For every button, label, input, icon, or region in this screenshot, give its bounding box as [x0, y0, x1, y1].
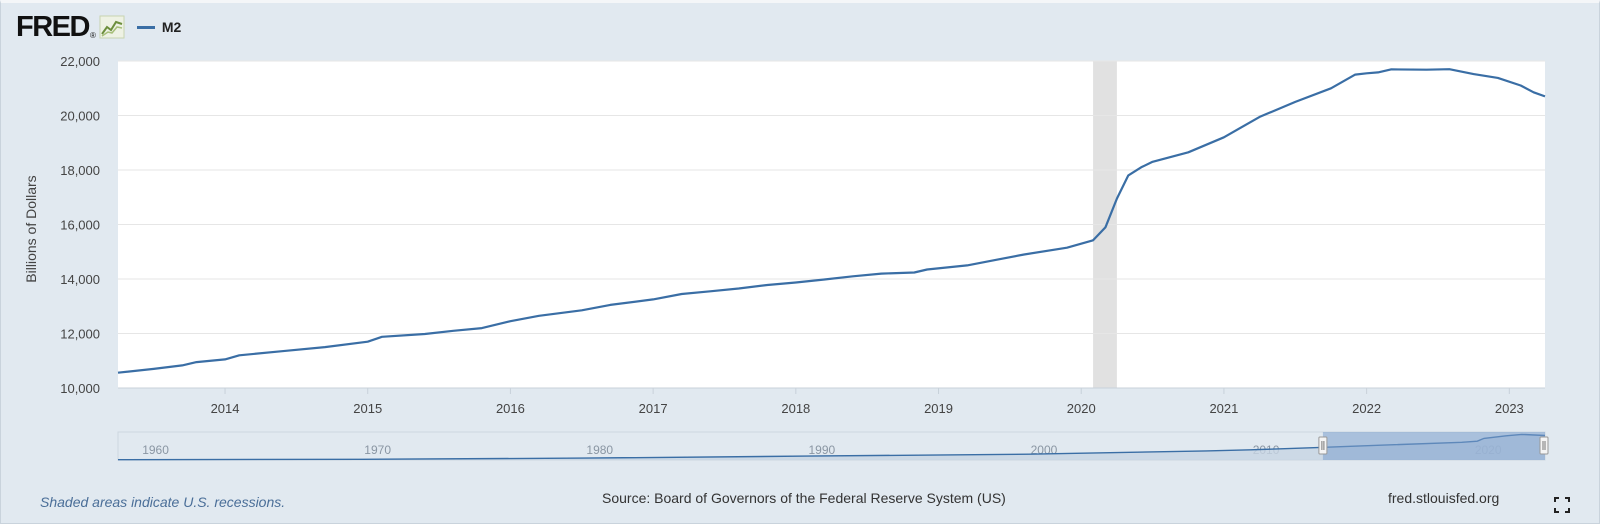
chart-header: FRED ® M2 — [16, 10, 181, 44]
fred-line-graph-icon — [99, 15, 125, 39]
site-link[interactable]: fred.stlouisfed.org — [1388, 490, 1500, 506]
legend-label-m2: M2 — [161, 19, 182, 35]
navigator-tick-label: 1970 — [364, 443, 391, 457]
x-tick-label: 2016 — [496, 401, 525, 416]
registered-mark: ® — [89, 31, 96, 40]
x-tick-label: 2020 — [1067, 401, 1096, 416]
recession-note: Shaded areas indicate U.S. recessions. — [40, 494, 286, 510]
x-tick-label: 2022 — [1352, 401, 1381, 416]
navigator-handle-right[interactable] — [1539, 436, 1549, 455]
y-tick-label: 14,000 — [60, 272, 100, 287]
m2-line-chart[interactable]: 10,000 12,000 14,000 16,000 18,000 20,000 22,0… — [0, 0, 1600, 480]
x-tick-label: 2017 — [639, 401, 668, 416]
y-tick-label: 20,000 — [60, 109, 100, 124]
x-tick-label: 2021 — [1209, 401, 1238, 416]
navigator-tick-label: 1960 — [142, 443, 169, 457]
x-tick-label: 2023 — [1495, 401, 1524, 416]
y-tick-label: 18,000 — [60, 163, 100, 178]
fullscreen-icon[interactable] — [1553, 496, 1571, 514]
y-tick-label: 10,000 — [60, 381, 100, 396]
navigator-area — [118, 434, 1545, 460]
x-tick-label: 2018 — [781, 401, 810, 416]
legend-swatch-m2 — [136, 25, 155, 29]
x-tick-label: 2019 — [924, 401, 953, 416]
navigator-selection[interactable] — [1322, 432, 1545, 460]
source-text: Source: Board of Governors of the Federa… — [602, 490, 1006, 506]
x-tick-label: 2015 — [353, 401, 382, 416]
y-tick-label: 16,000 — [60, 218, 100, 233]
x-tick-label: 2014 — [211, 401, 240, 416]
y-tick-label: 22,000 — [60, 54, 100, 69]
navigator-handle-left[interactable] — [1318, 436, 1328, 455]
series-line-m2 — [117, 68, 1546, 374]
legend[interactable]: M2 — [136, 19, 182, 35]
navigator-tick-label: 1990 — [809, 443, 836, 457]
y-tick-label: 12,000 — [60, 327, 100, 342]
fred-logo[interactable]: FRED — [16, 10, 90, 43]
navigator-tick-label: 1980 — [586, 443, 613, 457]
